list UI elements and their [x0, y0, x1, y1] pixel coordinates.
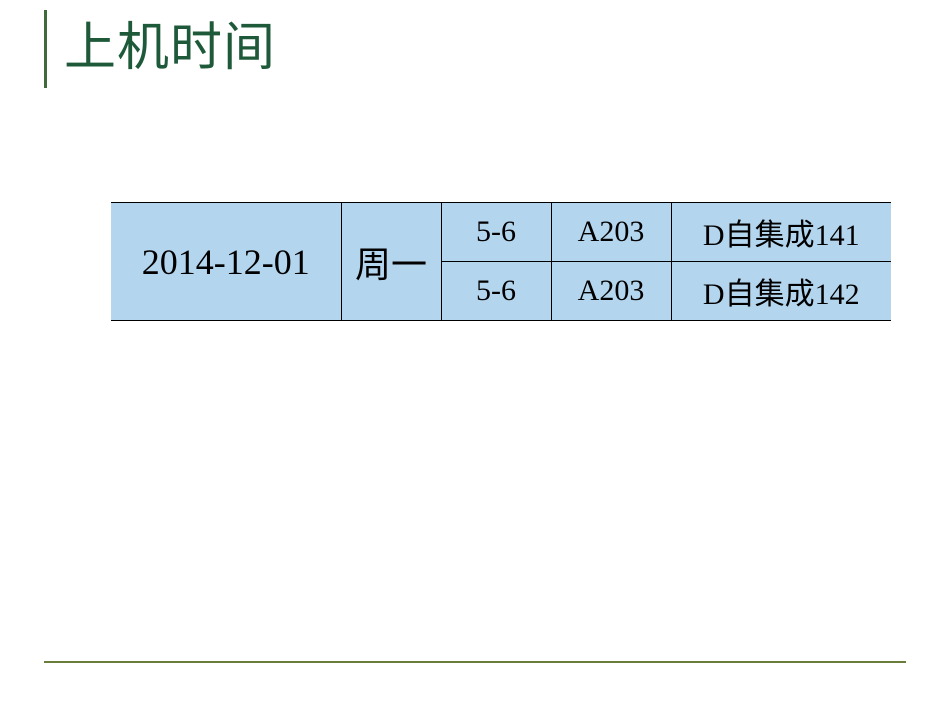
cell-date: 2014-12-01 [111, 203, 341, 321]
cell-period: 5-6 [441, 262, 551, 321]
cell-room: A203 [551, 262, 671, 321]
footer-rule [44, 661, 906, 663]
title-block: 上机时间 [44, 10, 276, 88]
schedule-table: 2014-12-01 周一 5-6 A203 D自集成141 5-6 A203 … [111, 202, 891, 321]
cell-weekday: 周一 [341, 203, 441, 321]
cell-class: D自集成141 [671, 203, 891, 262]
slide: 上机时间 2014-12-01 周一 5-6 A203 D自集成141 5-6 … [0, 0, 950, 713]
cell-class: D自集成142 [671, 262, 891, 321]
title-accent-bar [44, 10, 47, 88]
page-title: 上机时间 [64, 10, 276, 88]
schedule-table-wrap: 2014-12-01 周一 5-6 A203 D自集成141 5-6 A203 … [111, 202, 891, 321]
table-row: 2014-12-01 周一 5-6 A203 D自集成141 [111, 203, 891, 262]
cell-period: 5-6 [441, 203, 551, 262]
cell-room: A203 [551, 203, 671, 262]
